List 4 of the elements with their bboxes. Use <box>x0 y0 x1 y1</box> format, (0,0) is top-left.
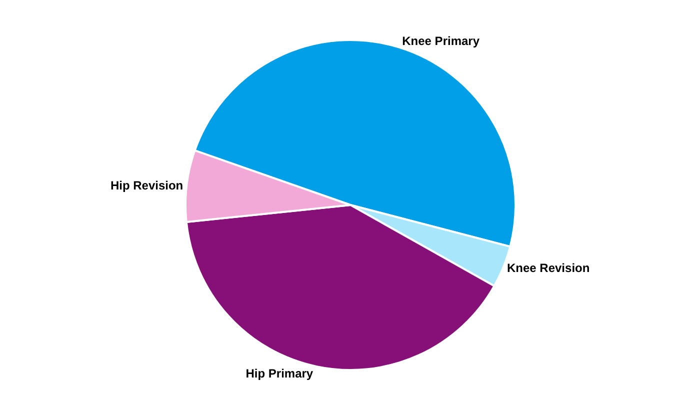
slice-label: Knee Revision <box>506 260 590 275</box>
slice-label: Hip Revision <box>110 178 184 193</box>
slice-label: Knee Primary <box>402 34 480 48</box>
slice-label: Hip Primary <box>246 366 314 380</box>
